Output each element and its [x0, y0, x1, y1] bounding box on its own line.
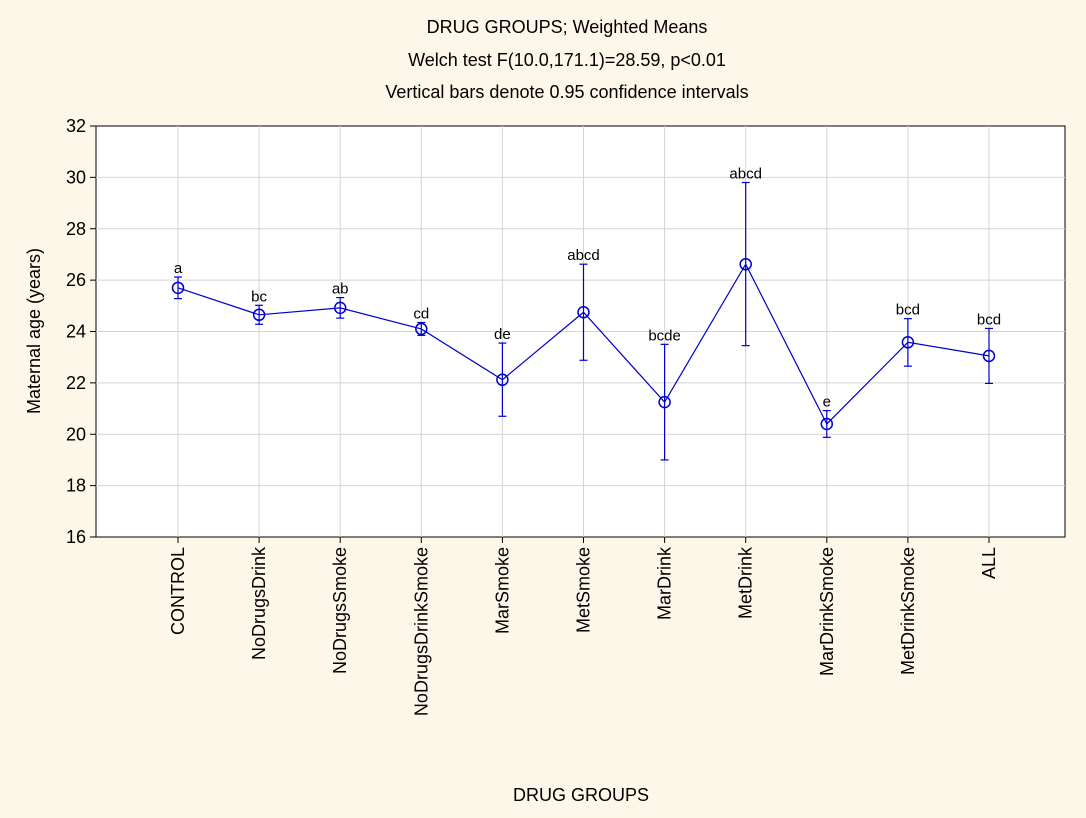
group-letter-label: abcd [729, 166, 762, 183]
group-letter-label: abcd [567, 247, 600, 264]
data-point-marker [171, 281, 185, 295]
x-category-label: NoDrugsDrinkSmoke [411, 547, 431, 716]
x-category-label: MetSmoke [574, 547, 594, 633]
x-category-label: MarSmoke [492, 547, 512, 634]
group-letter-label: de [494, 326, 511, 343]
data-point-marker [739, 257, 752, 271]
y-axis-label: Maternal age (years) [24, 248, 44, 414]
x-axis-label: DRUG GROUPS [513, 785, 649, 805]
group-letter-label: bcd [977, 311, 1001, 328]
data-point-marker [577, 305, 590, 319]
chart-title-line-1: DRUG GROUPS; Weighted Means [427, 17, 708, 37]
group-letter-label: bcde [648, 327, 681, 344]
y-tick-label: 24 [66, 322, 86, 342]
data-point-marker [496, 373, 509, 387]
y-tick-label: 20 [66, 424, 86, 444]
data-point-marker [820, 417, 834, 431]
y-tick-label: 18 [66, 476, 86, 496]
x-category-label: ALL [979, 547, 999, 579]
y-axis-ticks: 16 18 20 22 24 26 28 30 32 [66, 116, 96, 547]
data-point-marker [982, 349, 996, 363]
x-category-label: MarDrink [655, 546, 675, 620]
data-point-marker [658, 395, 671, 409]
x-category-label: NoDrugsDrink [249, 546, 269, 660]
data-point-marker [415, 322, 428, 336]
y-tick-label: 22 [66, 373, 86, 393]
y-tick-label: 26 [66, 270, 86, 290]
group-letter-label: e [823, 394, 831, 411]
data-point-marker [901, 336, 915, 349]
group-letter-label: bc [251, 288, 267, 305]
data-series [171, 181, 996, 461]
group-letter-label: bcd [896, 302, 920, 319]
data-point-marker [252, 308, 266, 322]
y-tick-label: 16 [66, 527, 86, 547]
chart-title-line-3: Vertical bars denote 0.95 confidence int… [385, 82, 748, 102]
x-category-label: MetDrink [736, 546, 756, 619]
group-letter-label: cd [413, 306, 429, 323]
x-category-label: CONTROL [168, 547, 188, 635]
y-tick-label: 28 [66, 219, 86, 239]
grid-lines [96, 126, 1065, 537]
x-category-label: MarDrinkSmoke [817, 547, 837, 676]
chart-title-line-2: Welch test F(10.0,171.1)=28.59, p<0.01 [408, 50, 726, 70]
group-letter-label: a [174, 260, 183, 277]
x-axis-ticks: CONTROL NoDrugsDrink NoDrugsSmoke NoDrugsDr… [168, 537, 999, 716]
group-letter-label: ab [332, 281, 349, 298]
data-point-marker [333, 301, 347, 315]
y-tick-label: 32 [66, 116, 86, 136]
y-tick-label: 30 [66, 167, 86, 187]
x-category-label: MetDrinkSmoke [898, 547, 918, 675]
x-category-label: NoDrugsSmoke [330, 547, 350, 674]
